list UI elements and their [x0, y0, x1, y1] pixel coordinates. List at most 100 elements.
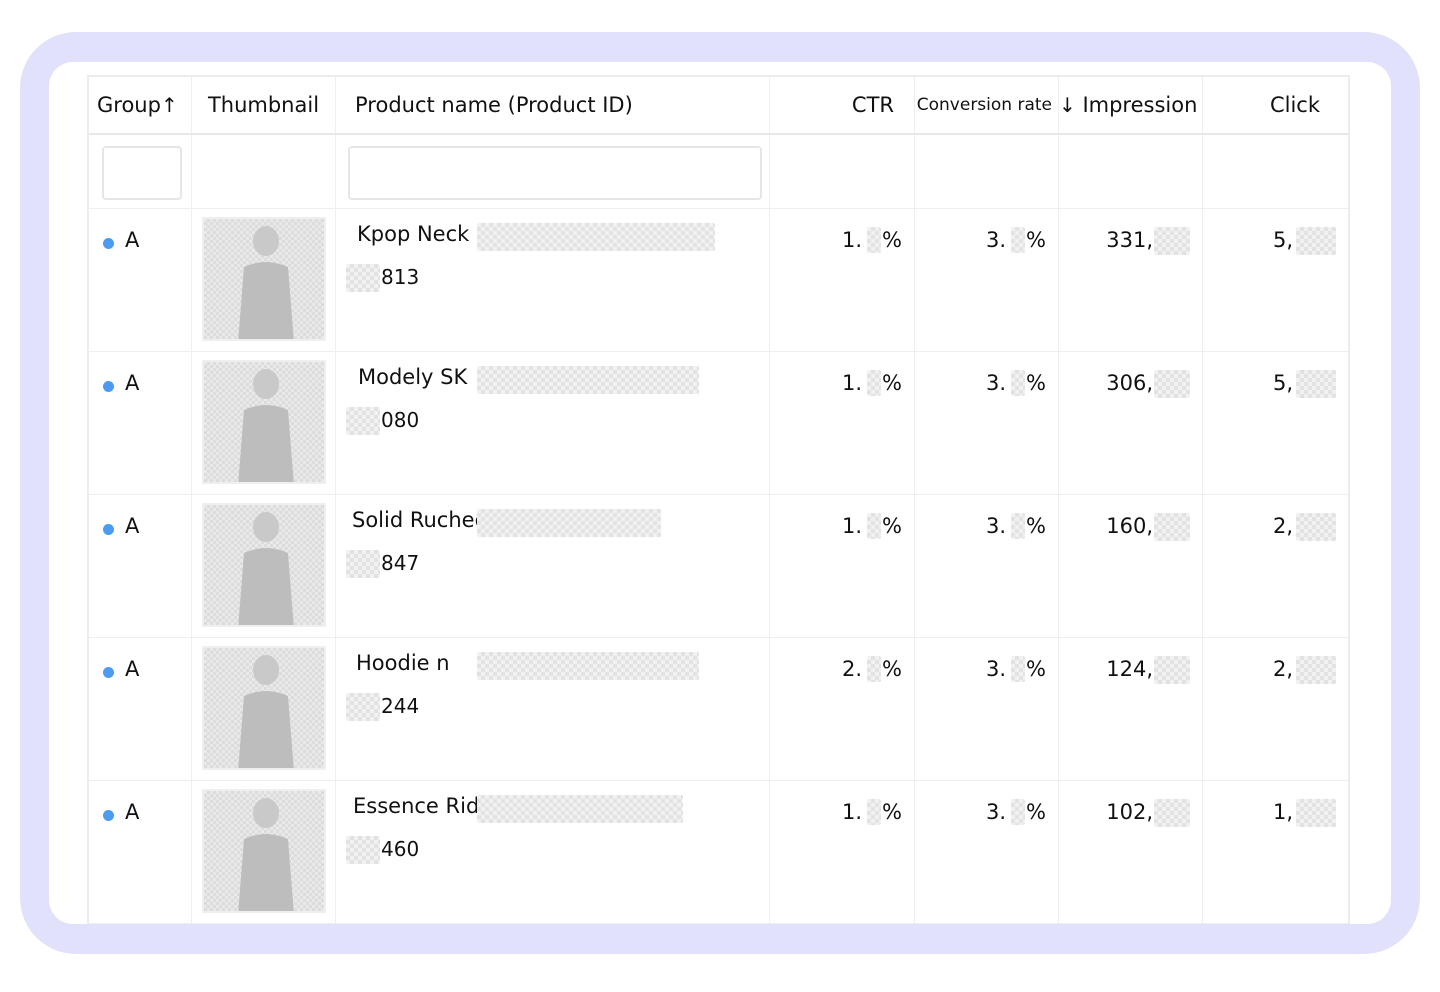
conversion-value: 3. — [985, 800, 1006, 824]
header-product-name: Product name (Product ID) — [336, 77, 770, 133]
header-thumbnail: Thumbnail — [192, 77, 336, 133]
product-thumbnail[interactable] — [202, 646, 326, 770]
report-card: Group↑ Thumbnail Product name (Product I… — [49, 62, 1391, 924]
redacted-conversion — [1011, 513, 1025, 539]
product-thumbnail[interactable] — [202, 789, 326, 913]
ctr-value: 2. — [841, 657, 862, 681]
click-value: 5, — [1272, 228, 1293, 252]
ctr-unit: % — [882, 800, 902, 824]
redacted-id — [346, 836, 380, 864]
table-row[interactable]: A Hoodie n 244 2. % 3. % 124, — [89, 638, 1348, 781]
group-dot-icon — [103, 667, 114, 678]
redacted-click — [1296, 227, 1336, 255]
product-id-suffix: 244 — [381, 694, 420, 718]
header-click[interactable]: Click — [1269, 93, 1320, 117]
product-thumbnail[interactable] — [202, 503, 326, 627]
redacted-conversion — [1011, 656, 1025, 682]
table-header: Group↑ Thumbnail Product name (Product I… — [89, 77, 1348, 135]
filter-row — [89, 135, 1348, 209]
redacted-conversion — [1011, 799, 1025, 825]
conversion-value: 3. — [985, 657, 1006, 681]
click-value: 2, — [1272, 657, 1293, 681]
redacted-name — [477, 509, 661, 537]
arrow-up-icon: ↑ — [160, 93, 178, 117]
ctr-unit: % — [882, 371, 902, 395]
table-row[interactable]: A Kpop Neck 813 1. % 3. % 331, — [89, 209, 1348, 352]
product-name[interactable]: Essence Rid — [353, 794, 480, 818]
ctr-unit: % — [882, 228, 902, 252]
redacted-impression — [1154, 656, 1190, 684]
ctr-value: 1. — [841, 800, 862, 824]
impression-value: 331, — [1106, 228, 1153, 252]
impression-value: 160, — [1106, 514, 1153, 538]
conversion-unit: % — [1026, 228, 1046, 252]
redacted-id — [346, 550, 380, 578]
model-silhouette — [238, 798, 294, 911]
conversion-unit: % — [1026, 371, 1046, 395]
header-impression[interactable]: ↓ Impression — [1059, 77, 1203, 133]
product-id-suffix: 813 — [381, 265, 420, 289]
redacted-id — [346, 264, 380, 292]
table-row[interactable]: A Essence Rid 460 1. % 3. % 102, — [89, 781, 1348, 924]
product-thumbnail[interactable] — [202, 217, 326, 341]
redacted-ctr — [867, 656, 881, 682]
table-row[interactable]: A Solid Ruched 847 1. % 3. % 160, — [89, 495, 1348, 638]
group-filter-input[interactable] — [102, 146, 182, 200]
header-ctr[interactable]: CTR — [770, 77, 915, 133]
product-name[interactable]: Modely SK — [358, 365, 468, 389]
redacted-ctr — [867, 513, 881, 539]
product-filter-input[interactable] — [348, 146, 762, 200]
group-dot-icon — [103, 524, 114, 535]
arrow-down-icon: ↓ — [1059, 93, 1076, 117]
group-label: A — [125, 657, 140, 681]
conversion-value: 3. — [985, 514, 1006, 538]
redacted-name — [477, 652, 699, 680]
header-group[interactable]: Group↑ — [89, 77, 192, 133]
product-thumbnail[interactable] — [202, 360, 326, 484]
click-value: 2, — [1272, 514, 1293, 538]
redacted-impression — [1154, 370, 1190, 398]
ctr-value: 1. — [841, 228, 862, 252]
redacted-click — [1296, 656, 1336, 684]
redacted-impression — [1154, 799, 1190, 827]
group-label: A — [125, 514, 140, 538]
click-value: 1, — [1272, 800, 1293, 824]
redacted-impression — [1154, 227, 1190, 255]
redacted-ctr — [867, 370, 881, 396]
ctr-unit: % — [882, 657, 902, 681]
group-label: A — [125, 800, 140, 824]
redacted-ctr — [867, 799, 881, 825]
product-id-suffix: 847 — [381, 551, 420, 575]
redacted-name — [477, 223, 715, 251]
product-id-suffix: 460 — [381, 837, 420, 861]
redacted-conversion — [1011, 370, 1025, 396]
product-name[interactable]: Kpop Neck — [357, 222, 470, 246]
group-dot-icon — [103, 381, 114, 392]
product-name[interactable]: Solid Ruched — [352, 508, 488, 532]
redacted-ctr — [867, 227, 881, 253]
product-name[interactable]: Hoodie n — [356, 651, 450, 675]
conversion-unit: % — [1026, 800, 1046, 824]
model-silhouette — [238, 512, 294, 625]
redacted-name — [477, 366, 699, 394]
ctr-unit: % — [882, 514, 902, 538]
table-row[interactable]: A Modely SK 080 1. % 3. % 306, — [89, 352, 1348, 495]
conversion-unit: % — [1026, 657, 1046, 681]
group-dot-icon — [103, 810, 114, 821]
group-dot-icon — [103, 238, 114, 249]
conversion-unit: % — [1026, 514, 1046, 538]
product-performance-table: Group↑ Thumbnail Product name (Product I… — [87, 75, 1350, 924]
redacted-click — [1296, 513, 1336, 541]
header-conversion-rate[interactable]: Conversion rate — [915, 77, 1059, 133]
model-silhouette — [238, 226, 294, 339]
redacted-click — [1296, 370, 1336, 398]
table-body: A Kpop Neck 813 1. % 3. % 331, — [89, 209, 1348, 924]
redacted-impression — [1154, 513, 1190, 541]
ctr-value: 1. — [841, 371, 862, 395]
ctr-value: 1. — [841, 514, 862, 538]
model-silhouette — [238, 655, 294, 768]
group-label: A — [125, 371, 140, 395]
redacted-click — [1296, 799, 1336, 827]
model-silhouette — [238, 369, 294, 482]
click-value: 5, — [1272, 371, 1293, 395]
